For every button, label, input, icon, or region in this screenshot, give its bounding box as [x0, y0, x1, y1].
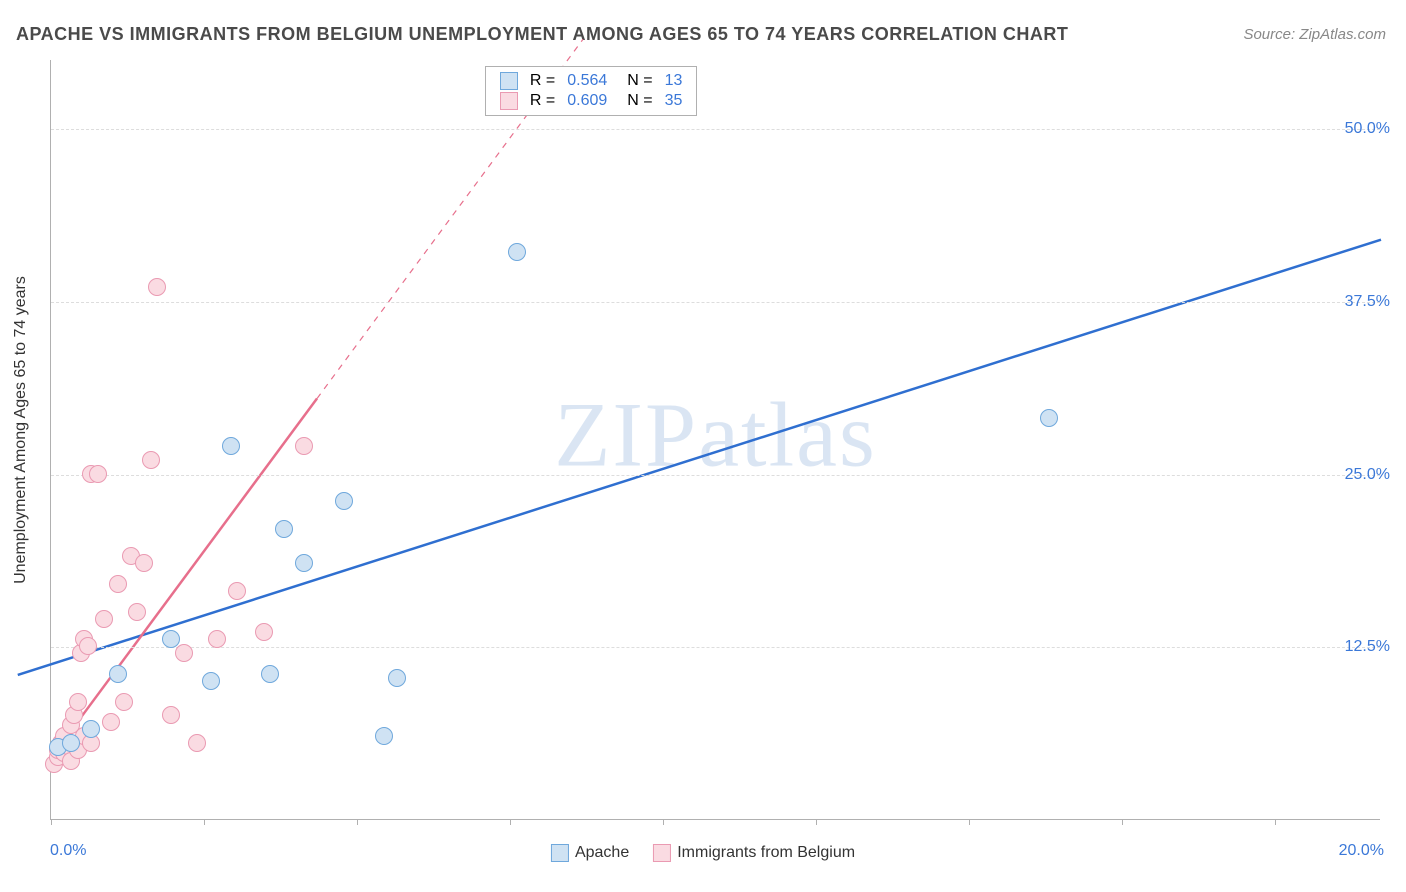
- scatter-point-belgium: [255, 623, 273, 641]
- scatter-point-belgium: [79, 637, 97, 655]
- x-tick: [663, 819, 664, 825]
- source-label: Source: ZipAtlas.com: [1243, 26, 1386, 43]
- scatter-point-belgium: [109, 575, 127, 593]
- scatter-point-belgium: [69, 693, 87, 711]
- scatter-point-apache: [109, 665, 127, 683]
- scatter-point-apache: [1040, 409, 1058, 427]
- legend-stats: R =0.564N =13R =0.609N =35: [485, 66, 698, 116]
- scatter-point-apache: [261, 665, 279, 683]
- legend-label-apache: Apache: [575, 844, 629, 862]
- x-tick: [357, 819, 358, 825]
- scatter-point-apache: [388, 669, 406, 687]
- scatter-point-belgium: [128, 603, 146, 621]
- y-tick-label: 50.0%: [1345, 120, 1390, 138]
- chart-title: APACHE VS IMMIGRANTS FROM BELGIUM UNEMPL…: [16, 24, 1068, 45]
- x-tick: [204, 819, 205, 825]
- scatter-point-belgium: [188, 734, 206, 752]
- scatter-point-belgium: [208, 630, 226, 648]
- scatter-point-apache: [335, 492, 353, 510]
- scatter-point-apache: [202, 672, 220, 690]
- x-tick: [1275, 819, 1276, 825]
- scatter-point-apache: [82, 720, 100, 738]
- plot-area: ZIPatlas: [50, 60, 1380, 820]
- scatter-point-apache: [375, 727, 393, 745]
- scatter-point-belgium: [89, 465, 107, 483]
- x-tick: [816, 819, 817, 825]
- chart-svg: [51, 60, 1380, 819]
- y-tick-label: 37.5%: [1345, 293, 1390, 311]
- scatter-point-belgium: [142, 451, 160, 469]
- scatter-point-apache: [508, 243, 526, 261]
- legend-swatch-apache: [551, 844, 569, 862]
- y-axis-label: Unemployment Among Ages 65 to 74 years: [12, 276, 30, 584]
- legend-bottom: Apache Immigrants from Belgium: [551, 844, 855, 862]
- x-tick: [1122, 819, 1123, 825]
- scatter-point-belgium: [102, 713, 120, 731]
- scatter-point-apache: [275, 520, 293, 538]
- scatter-point-apache: [295, 554, 313, 572]
- scatter-point-apache: [62, 734, 80, 752]
- x-tick: [969, 819, 970, 825]
- scatter-point-belgium: [295, 437, 313, 455]
- scatter-point-belgium: [135, 554, 153, 572]
- scatter-point-belgium: [148, 278, 166, 296]
- gridline: [51, 647, 1380, 648]
- legend-item-apache: Apache: [551, 844, 629, 862]
- y-tick-label: 25.0%: [1345, 466, 1390, 484]
- x-axis-min-label: 0.0%: [50, 842, 86, 860]
- gridline: [51, 129, 1380, 130]
- y-tick-label: 12.5%: [1345, 638, 1390, 656]
- x-tick: [510, 819, 511, 825]
- legend-swatch-belgium: [653, 844, 671, 862]
- scatter-point-belgium: [162, 706, 180, 724]
- scatter-point-belgium: [228, 582, 246, 600]
- x-tick: [51, 819, 52, 825]
- scatter-point-apache: [222, 437, 240, 455]
- scatter-point-belgium: [115, 693, 133, 711]
- gridline: [51, 302, 1380, 303]
- legend-item-belgium: Immigrants from Belgium: [653, 844, 855, 862]
- legend-label-belgium: Immigrants from Belgium: [677, 844, 855, 862]
- scatter-point-apache: [162, 630, 180, 648]
- x-axis-max-label: 20.0%: [1339, 842, 1384, 860]
- scatter-point-belgium: [95, 610, 113, 628]
- gridline: [51, 475, 1380, 476]
- scatter-point-belgium: [175, 644, 193, 662]
